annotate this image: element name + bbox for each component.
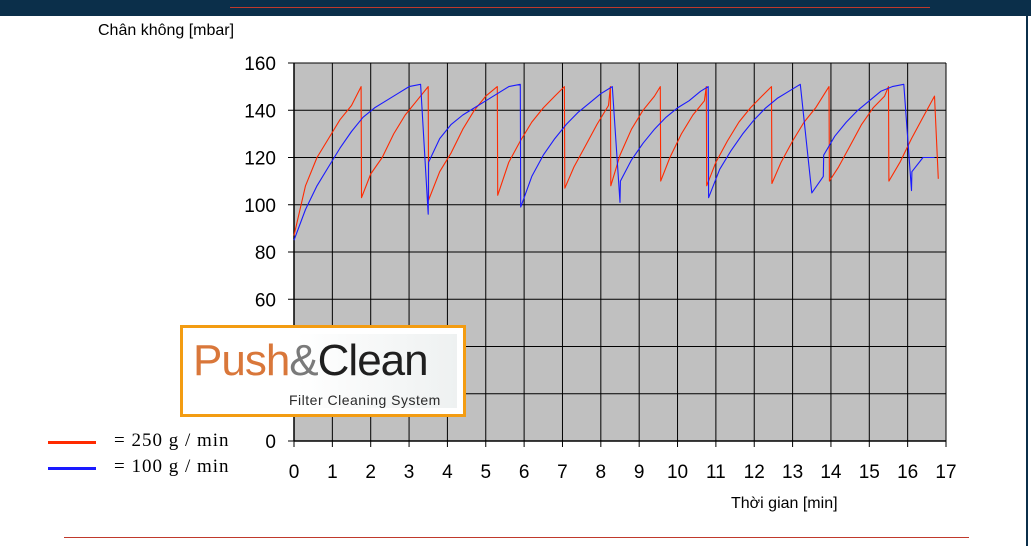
x-tick-label: 1 bbox=[327, 462, 338, 483]
logo-ampersand: & bbox=[289, 336, 318, 385]
top-accent-line bbox=[230, 7, 930, 8]
y-axis-label: Chân không [mbar] bbox=[98, 22, 235, 39]
x-tick-label: 11 bbox=[706, 462, 726, 483]
top-banner bbox=[0, 0, 1031, 16]
y-tick-label: 120 bbox=[244, 149, 276, 170]
series-lines bbox=[293, 83, 939, 241]
y-tick-label: 0 bbox=[265, 432, 276, 453]
logo-panel: Push&Clean Filter Cleaning System bbox=[189, 334, 457, 408]
x-tick-label: 3 bbox=[404, 462, 415, 483]
x-tick-label: 6 bbox=[519, 462, 530, 483]
x-axis-label: Thời gian [min] bbox=[731, 495, 838, 512]
x-tick-label: 14 bbox=[820, 462, 842, 483]
logo-brand-text: Push&Clean bbox=[193, 336, 429, 386]
series-line-100 bbox=[293, 83, 935, 241]
y-tick-label: 140 bbox=[244, 101, 276, 122]
logo-push: Push bbox=[193, 336, 290, 385]
logo-clean: Clean bbox=[317, 336, 429, 385]
y-tick-label: 60 bbox=[255, 290, 276, 311]
x-tick-label: 8 bbox=[596, 462, 607, 483]
x-tick-label: 16 bbox=[897, 462, 918, 483]
x-tick-label: 7 bbox=[557, 462, 568, 483]
y-tick-label: 80 bbox=[255, 243, 276, 264]
x-tick-label: 2 bbox=[365, 462, 376, 483]
y-tick-label: 160 bbox=[244, 54, 276, 75]
legend-swatch-250 bbox=[48, 441, 96, 444]
bottom-accent-line bbox=[64, 537, 969, 538]
legend-label-100: = 100 g / min bbox=[114, 456, 230, 477]
x-tick-label: 5 bbox=[480, 462, 491, 483]
x-tick-label: 15 bbox=[859, 462, 880, 483]
x-tick-label: 4 bbox=[442, 462, 453, 483]
legend-label-250: = 250 g / min bbox=[114, 430, 230, 451]
logo-tagline: Filter Cleaning System bbox=[289, 392, 441, 408]
x-tick-label: 12 bbox=[744, 462, 765, 483]
series-line-250 bbox=[293, 86, 939, 236]
right-border bbox=[1026, 16, 1028, 546]
x-tick-label: 10 bbox=[667, 462, 688, 483]
x-tick-label: 13 bbox=[782, 462, 803, 483]
legend-swatch-100 bbox=[48, 467, 96, 470]
y-tick-label: 100 bbox=[244, 196, 276, 217]
x-tick-label: 17 bbox=[935, 462, 956, 483]
push-clean-logo: Push&Clean Filter Cleaning System bbox=[180, 325, 466, 417]
x-tick-label: 0 bbox=[289, 462, 300, 483]
x-tick-label: 9 bbox=[634, 462, 645, 483]
